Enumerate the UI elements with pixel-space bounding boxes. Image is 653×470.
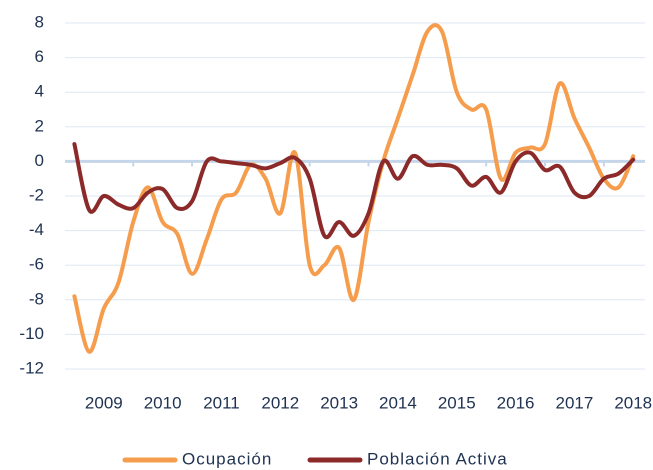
x-tick-label: 2011 xyxy=(203,393,240,412)
x-tick-label: 2018 xyxy=(614,393,652,412)
y-tick-label: -6 xyxy=(29,255,44,274)
x-tick-label: 2010 xyxy=(144,393,182,412)
y-tick-label: 4 xyxy=(35,82,44,101)
line-series xyxy=(72,23,636,354)
x-tick-label: 2012 xyxy=(261,393,299,412)
legend-label: Ocupación xyxy=(182,449,272,468)
line-series xyxy=(72,142,636,240)
y-tick-label: 2 xyxy=(35,116,44,135)
x-tick-label: 2017 xyxy=(555,393,593,412)
x-tick-label: 2009 xyxy=(85,393,123,412)
legend-label: Población Activa xyxy=(367,449,508,468)
y-tick-label: -10 xyxy=(19,324,44,343)
y-tick-label: -4 xyxy=(29,220,44,239)
x-tick-label: 2016 xyxy=(497,393,535,412)
y-tick-label: -2 xyxy=(29,185,44,204)
y-tick-label: 6 xyxy=(35,47,44,66)
y-tick-label: -8 xyxy=(29,289,44,308)
y-tick-label: 0 xyxy=(35,151,44,170)
y-tick-label: -12 xyxy=(19,358,44,377)
x-tick-label: 2015 xyxy=(438,393,476,412)
x-tick-label: 2014 xyxy=(379,393,417,412)
x-tick-label: 2013 xyxy=(320,393,358,412)
y-tick-label: 8 xyxy=(35,12,44,31)
